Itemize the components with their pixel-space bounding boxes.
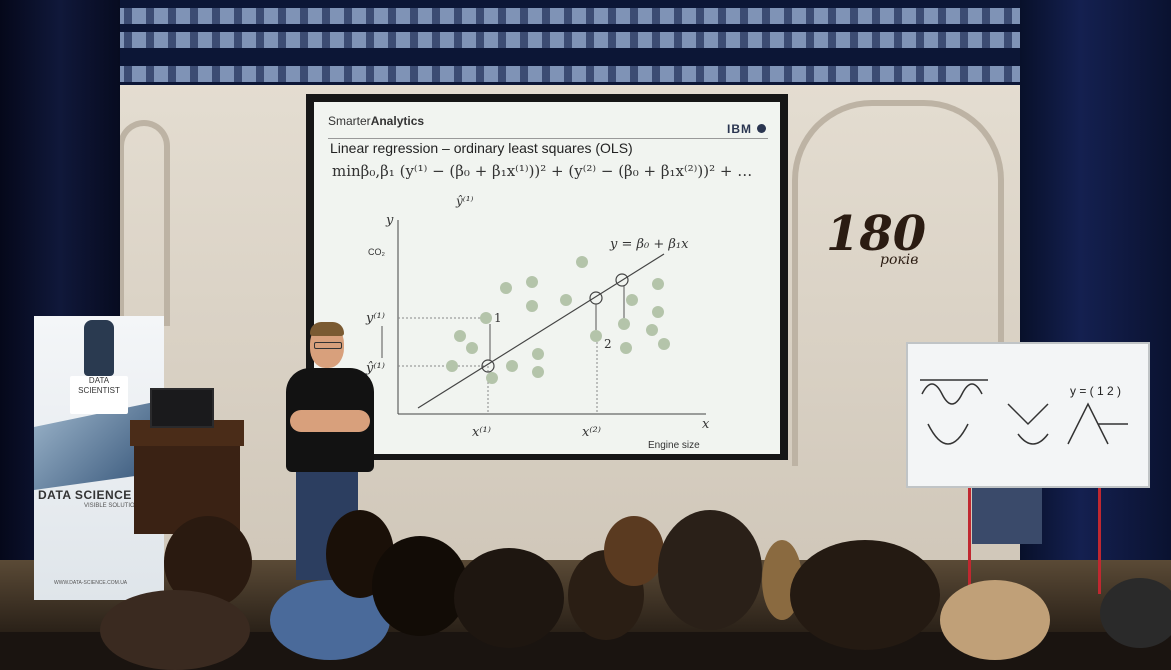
speaker-hair (310, 322, 344, 336)
laptop (150, 388, 214, 428)
point-2-label: 2 (604, 337, 612, 351)
point (466, 342, 478, 354)
point (446, 360, 458, 372)
point (506, 360, 518, 372)
whiteboard-leg-right (1098, 484, 1101, 594)
point (652, 306, 664, 318)
ols-equation: minβ₀,β₁ (y⁽¹⁾ − (β₀ + β₁x⁽¹⁾))² + (y⁽²⁾… (332, 162, 753, 180)
x-axis-label: x (702, 417, 710, 432)
residual-arrows (381, 286, 625, 360)
point (658, 338, 670, 350)
audience-head (100, 590, 250, 670)
whiteboard-text: y = ( 1 2 ) (1070, 384, 1122, 398)
fitted-point (615, 273, 629, 287)
whiteboard-leg-left (968, 484, 971, 594)
chair (972, 484, 1042, 544)
fitted-point-2 (589, 291, 603, 305)
point (454, 330, 466, 342)
regression-plot: y x CO₂ Engine size y = β₀ + β₁x (365, 213, 710, 451)
audience-head (940, 580, 1050, 660)
whiteboard-scribbles (920, 379, 1128, 445)
x1-label: x⁽¹⁾ (472, 425, 491, 440)
point (620, 342, 632, 354)
slide-title: Linear regression – ordinary least squar… (330, 140, 633, 156)
banner-subtitle: VISIBLE SOLUTION (84, 503, 140, 509)
slide-brand: SmarterAnalytics (328, 114, 424, 128)
data-points (446, 256, 670, 384)
yhat1-label: ŷ⁽¹⁾ (365, 361, 385, 376)
equation-yhat-label: ŷ⁽¹⁾ (456, 194, 474, 208)
audience-head (1100, 578, 1171, 648)
y-unit-label: CO₂ (368, 247, 386, 257)
brand-bold: Analytics (370, 114, 425, 128)
y1-label: y⁽¹⁾ (365, 311, 385, 326)
ibm-logo: IBM (727, 122, 752, 136)
curtain-right (1020, 0, 1171, 600)
point (532, 366, 544, 378)
valance-fringe-top (110, 8, 1030, 24)
point (500, 282, 512, 294)
left-arch (118, 120, 170, 326)
audience-head (604, 516, 664, 586)
audience-head (454, 548, 564, 648)
right-arch (792, 100, 1004, 466)
point-2 (590, 330, 602, 342)
point (560, 294, 572, 306)
slide: SmarterAnalytics IBM Linear regression –… (314, 102, 780, 454)
audience-head (658, 510, 762, 630)
globe-icon (757, 124, 766, 133)
point (652, 278, 664, 290)
banner-badge: DATA SCIENTIST (70, 376, 128, 414)
point-1 (480, 312, 492, 324)
anniversary-number: 180 (826, 206, 927, 262)
point (618, 318, 630, 330)
point (526, 300, 538, 312)
fitted-point-1 (481, 359, 495, 373)
valance-fringe-middle (110, 32, 1030, 48)
valance-fringe-bottom (110, 66, 1030, 82)
point (646, 324, 658, 336)
anniversary-word: років (880, 252, 919, 268)
point (626, 294, 638, 306)
speaker-arms (290, 410, 370, 432)
point-1-label: 1 (494, 311, 502, 325)
audience-head (790, 540, 940, 650)
whiteboard (906, 342, 1150, 488)
regression-line (417, 253, 665, 409)
x-unit-label: Engine size (648, 440, 700, 451)
banner-name: DATA SCIENCE UA (38, 488, 154, 502)
x2-label: x⁽²⁾ (582, 425, 601, 440)
point (576, 256, 588, 268)
banner-figure (84, 320, 114, 376)
banner-url: WWW.DATA-SCIENCE.COM.UA (54, 580, 128, 586)
speaker-glasses (314, 342, 342, 349)
y-axis-label: y (385, 213, 394, 228)
point (526, 276, 538, 288)
regression-line-label: y = β₀ + β₁x (609, 237, 689, 252)
brand-light: Smarter (328, 114, 371, 128)
point (486, 372, 498, 384)
audience-head (372, 536, 468, 636)
slide-header-rule (328, 138, 768, 139)
point (532, 348, 544, 360)
